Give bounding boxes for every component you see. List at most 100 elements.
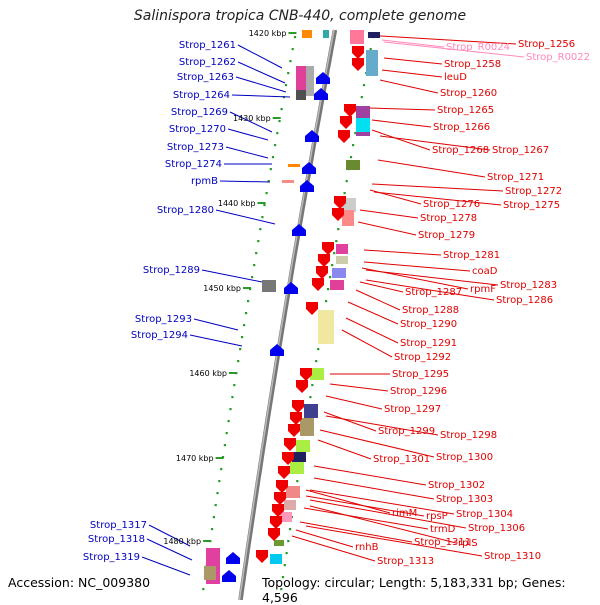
right-gene-label[interactable]: rpsP [426, 511, 448, 522]
right-gene-label[interactable]: coaD [472, 266, 498, 277]
left-gene-label[interactable]: Strop_1319 [83, 552, 140, 563]
forward-gene-arrow[interactable] [300, 368, 312, 381]
right-gene-label[interactable]: Strop_1291 [400, 338, 457, 349]
right-gene-label[interactable]: rplS [458, 538, 478, 549]
gene-block[interactable] [318, 310, 334, 344]
forward-gene-arrow[interactable] [290, 412, 302, 425]
forward-gene-arrow[interactable] [292, 400, 304, 413]
right-gene-label[interactable]: Strop_1292 [394, 352, 451, 363]
gene-block[interactable] [204, 566, 216, 580]
left-gene-label[interactable]: Strop_1262 [179, 57, 236, 68]
gene-block[interactable] [323, 30, 329, 38]
right-gene-label[interactable]: Strop_1268 [432, 145, 489, 156]
gene-block[interactable] [300, 418, 314, 436]
forward-gene-arrow[interactable] [334, 196, 346, 209]
gene-block[interactable] [310, 368, 324, 380]
right-gene-label[interactable]: Strop_1311 [414, 537, 471, 548]
reverse-gene-arrow[interactable] [226, 552, 240, 564]
right-gene-label[interactable]: Strop_1306 [468, 523, 525, 534]
forward-gene-arrow[interactable] [256, 550, 268, 563]
right-gene-label[interactable]: Strop_1304 [456, 509, 513, 520]
left-gene-label[interactable]: rpmB [191, 176, 218, 187]
gene-block[interactable] [304, 404, 318, 418]
gene-block[interactable] [342, 210, 354, 226]
right-gene-label[interactable]: rnhB [355, 542, 379, 553]
forward-gene-arrow[interactable] [278, 466, 290, 479]
right-gene-label[interactable]: Strop_1272 [505, 186, 562, 197]
right-gene-label[interactable]: Strop_1299 [378, 426, 435, 437]
reverse-gene-arrow[interactable] [222, 570, 236, 582]
right-gene-label[interactable]: Strop_1288 [402, 305, 459, 316]
forward-gene-arrow[interactable] [274, 492, 286, 505]
reverse-gene-arrow[interactable] [284, 282, 298, 294]
gene-block[interactable] [346, 160, 360, 170]
right-gene-label[interactable]: Strop_1271 [487, 172, 544, 183]
right-gene-label[interactable]: Strop_1266 [433, 122, 490, 133]
right-gene-label[interactable]: leuD [444, 72, 467, 83]
gene-block[interactable] [336, 256, 348, 264]
reverse-gene-arrow[interactable] [305, 130, 319, 142]
forward-gene-arrow[interactable] [282, 452, 294, 465]
right-gene-label[interactable]: Strop_R0022 [526, 52, 590, 63]
gene-block[interactable] [290, 462, 304, 474]
right-gene-label[interactable]: Strop_1267 [492, 145, 549, 156]
right-gene-label[interactable]: Strop_1278 [420, 213, 477, 224]
gene-block[interactable] [296, 90, 306, 100]
forward-gene-arrow[interactable] [352, 46, 364, 59]
right-gene-label[interactable]: Strop_1265 [437, 105, 494, 116]
forward-gene-arrow[interactable] [268, 528, 280, 541]
right-gene-label[interactable]: Strop_1310 [484, 551, 541, 562]
left-gene-label[interactable]: Strop_1293 [135, 314, 192, 325]
gene-block[interactable] [280, 512, 292, 522]
right-gene-label[interactable]: Strop_1275 [503, 200, 560, 211]
right-gene-label[interactable]: rpmF [470, 284, 496, 295]
forward-gene-arrow[interactable] [352, 58, 364, 71]
gene-block[interactable] [288, 164, 300, 167]
right-gene-label[interactable]: Strop_1296 [390, 386, 447, 397]
forward-gene-arrow[interactable] [272, 504, 284, 517]
left-gene-label[interactable]: Strop_1273 [167, 142, 224, 153]
left-gene-label[interactable]: Strop_1270 [169, 124, 226, 135]
right-gene-label[interactable]: Strop_1279 [418, 230, 475, 241]
reverse-gene-arrow[interactable] [302, 162, 316, 174]
right-gene-label[interactable]: Strop_1260 [440, 88, 497, 99]
gene-block[interactable] [306, 66, 314, 96]
reverse-gene-arrow[interactable] [316, 72, 330, 84]
left-gene-label[interactable]: Strop_1289 [143, 265, 200, 276]
gene-block[interactable] [270, 554, 282, 564]
forward-gene-arrow[interactable] [340, 116, 352, 129]
gene-block[interactable] [302, 30, 312, 38]
forward-gene-arrow[interactable] [316, 266, 328, 279]
reverse-gene-arrow[interactable] [314, 88, 328, 100]
gene-block[interactable] [274, 540, 284, 546]
gene-block[interactable] [332, 268, 346, 278]
left-gene-label[interactable]: Strop_1317 [90, 520, 147, 531]
reverse-gene-arrow[interactable] [300, 180, 314, 192]
left-gene-label[interactable]: Strop_1280 [157, 205, 214, 216]
right-gene-label[interactable]: Strop_1302 [428, 480, 485, 491]
forward-gene-arrow[interactable] [284, 438, 296, 451]
gene-block[interactable] [286, 486, 300, 498]
gene-block[interactable] [366, 50, 378, 76]
right-gene-label[interactable]: Strop_1295 [392, 369, 449, 380]
left-gene-label[interactable]: Strop_1263 [177, 72, 234, 83]
right-gene-label[interactable]: Strop_1301 [373, 454, 430, 465]
gene-block[interactable] [284, 500, 296, 510]
forward-gene-arrow[interactable] [306, 302, 318, 315]
forward-gene-arrow[interactable] [288, 424, 300, 437]
forward-gene-arrow[interactable] [318, 254, 330, 267]
gene-block[interactable] [336, 244, 348, 254]
right-gene-label[interactable]: Strop_1290 [400, 319, 457, 330]
right-gene-label[interactable]: Strop_1286 [496, 295, 553, 306]
right-gene-label[interactable]: Strop_1297 [384, 404, 441, 415]
gene-block[interactable] [368, 32, 380, 38]
forward-gene-arrow[interactable] [270, 516, 282, 529]
right-gene-label[interactable]: Strop_1313 [377, 556, 434, 567]
right-gene-label[interactable]: Strop_1300 [436, 452, 493, 463]
right-gene-label[interactable]: Strop_1283 [500, 280, 557, 291]
reverse-gene-arrow[interactable] [292, 224, 306, 236]
left-gene-label[interactable]: Strop_1269 [171, 107, 228, 118]
forward-gene-arrow[interactable] [344, 104, 356, 117]
forward-gene-arrow[interactable] [322, 242, 334, 255]
